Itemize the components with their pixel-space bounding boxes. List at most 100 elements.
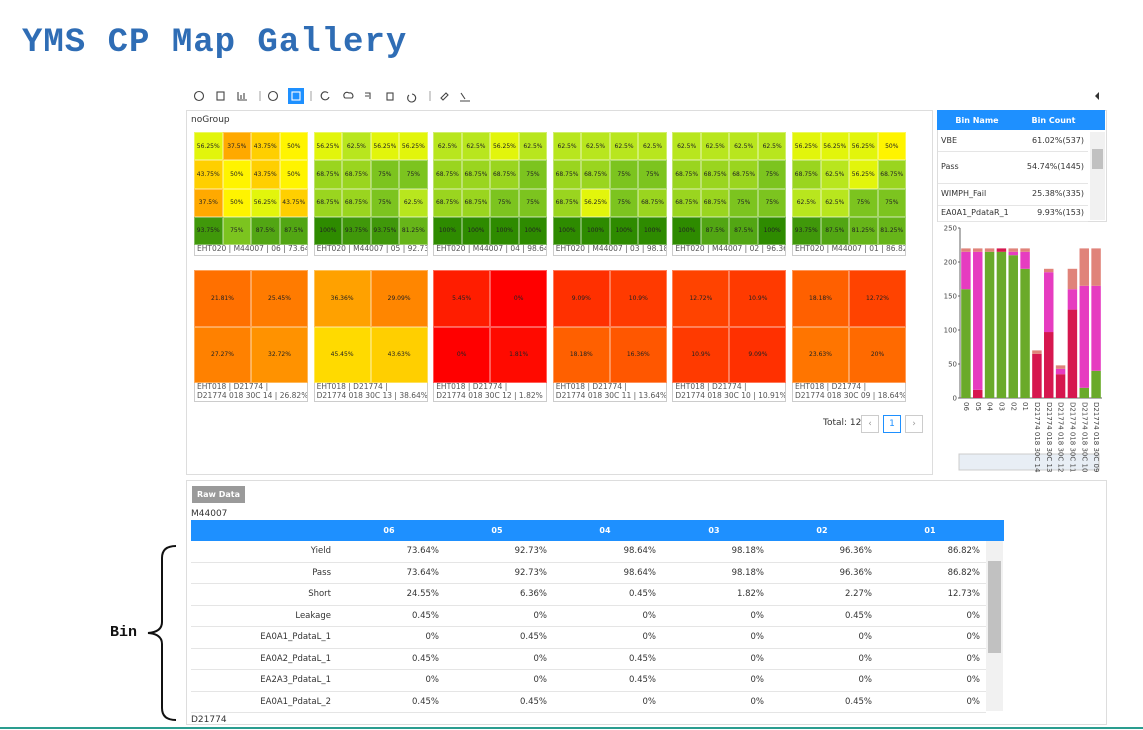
x-tick-label: 04: [986, 402, 994, 411]
caption-line: D21774 018 30C 09 | 18.64%: [795, 390, 906, 400]
bar-segment: [1067, 268, 1078, 290]
bar-segment: [1067, 289, 1078, 310]
map-cell: 68.75%: [672, 188, 701, 217]
map-cell: 75%: [370, 188, 400, 217]
caption-line: EHT020 | M44007 | 05 | 92.73%: [316, 245, 428, 253]
caption-line: D21774 018 30C 11 | 13.64%: [555, 390, 667, 400]
map-cell: 62.5%: [729, 132, 758, 161]
map-cell: 100%: [461, 216, 491, 245]
map-cell: 62.5%: [461, 132, 491, 161]
map-cell: 68.75%: [342, 188, 371, 217]
row-label: Leakage: [295, 610, 331, 621]
table-cell: [938, 184, 1088, 206]
y-tick-label: 200: [944, 259, 957, 267]
map-cell: 56.25%: [490, 132, 519, 161]
map-cell: 43.63%: [370, 326, 428, 383]
map-cell: 9.09%: [729, 326, 787, 383]
bar-segment: [961, 289, 971, 398]
page-button[interactable]: 1: [883, 415, 901, 433]
map-cell: 75%: [729, 188, 758, 217]
bar-segment: [1008, 251, 1018, 256]
x-tick-label: D21774 018 30C 10: [1080, 402, 1088, 472]
map-cell: 87.5%: [820, 216, 849, 245]
table-cell: 0%: [858, 675, 873, 685]
table-cell: 61.02%(537): [1031, 136, 1084, 145]
zoom-slider[interactable]: [958, 453, 1100, 471]
map-caption: EHT020 | M44007 | 06 | 73.64%: [194, 245, 308, 256]
table-cell: 73.64%: [406, 546, 439, 556]
map-cell: 10.9%: [609, 270, 667, 327]
column-header: 06: [383, 526, 395, 535]
table-cell: 92.73%: [514, 567, 547, 578]
table-cell: 0%: [533, 653, 548, 664]
table-row: [191, 541, 986, 563]
map-cell: 62.5%: [433, 132, 462, 161]
row-label: EA0A1_PdataL_2: [260, 696, 331, 707]
map-cell: 68.75%: [313, 160, 343, 189]
prev-page[interactable]: ‹: [861, 415, 879, 433]
caption-line: EHT018 | D21774 |: [555, 383, 627, 391]
map-cell: 62.5%: [518, 132, 548, 161]
map-caption: EHT020 | M44007 | 02 | 96.36%: [672, 245, 787, 256]
annotation-label: Bin: [110, 624, 138, 641]
table-cell: 98.64%: [623, 546, 656, 556]
map-cell: 81.25%: [877, 216, 906, 245]
table-cell: 25.38%(335): [1031, 189, 1084, 198]
map-cell: 32.72%: [251, 326, 308, 383]
table-cell: 96.36%: [839, 546, 872, 556]
map-cell: 62.5%: [820, 188, 849, 217]
map-cell: 68.75%: [490, 160, 519, 189]
map-cell: 93.75%: [792, 216, 821, 245]
caption-line: EHT018 | D21774 |: [795, 383, 867, 391]
map-cell: 56.25%: [820, 132, 849, 161]
map-cell: 75%: [222, 216, 251, 245]
next-page[interactable]: ›: [905, 415, 923, 433]
caption-line: EHT020 | M44007 | 02 | 96.36%: [675, 245, 787, 253]
table-row: [191, 627, 986, 649]
map-cell: 75%: [609, 188, 639, 217]
map-cell: 21.81%: [194, 270, 251, 327]
column-header: 02: [816, 526, 828, 535]
map-cell: 12.72%: [849, 270, 906, 327]
total-count: Total: 12: [823, 418, 862, 428]
map-cell: 27.27%: [194, 326, 251, 383]
bar-segment: [1020, 268, 1030, 398]
bar-segment: [961, 251, 971, 290]
map-cell: 75%: [518, 188, 548, 217]
collapse-arrow[interactable]: [1093, 91, 1101, 101]
map-cell: 23.63%: [792, 326, 849, 383]
map-cell: 62.5%: [609, 132, 639, 161]
map-cell: 100%: [581, 216, 610, 245]
caption-line: EHT018 | D21774 |: [316, 383, 388, 391]
map-caption: EHT020 | M44007 | 03 | 98.18%: [552, 245, 667, 256]
bar-segment: [1091, 248, 1101, 286]
map-caption: EHT018 | D21774 | D21774 018 30C 10 | 10.…: [672, 383, 787, 402]
table-cell: [938, 206, 1088, 222]
map-cell: 81.25%: [849, 216, 878, 245]
column-header: 03: [708, 526, 720, 535]
table-cell: EA0A1_PdataR_1: [941, 208, 1009, 217]
map-cell: 5.45%: [433, 270, 491, 327]
raw-data-button[interactable]: Raw Data: [192, 486, 245, 503]
table-cell: 0%: [966, 610, 981, 621]
bar-segment: [1079, 285, 1089, 388]
bar-segment: [1020, 248, 1030, 252]
caption-line: D21774 018 30C 12 | 1.82%: [436, 390, 543, 400]
map-cell: 0%: [433, 326, 491, 383]
map-cell: 29.09%: [370, 270, 428, 327]
table-cell: 98.18%: [731, 546, 764, 556]
map-cell: 43.75%: [251, 160, 280, 189]
map-cell: 36.36%: [313, 270, 371, 327]
map-cell: 68.75%: [729, 160, 758, 189]
map-cell: 75%: [638, 160, 667, 189]
x-tick-label: 06: [962, 402, 970, 411]
map-cell: 50%: [279, 132, 308, 161]
map-cell: 68.75%: [552, 160, 582, 189]
annotation-brace: [147, 545, 177, 721]
map-cell: 75%: [399, 160, 428, 189]
table-row: [191, 563, 986, 584]
column-header: 04: [599, 526, 611, 535]
map-cell: 56.25%: [313, 132, 343, 161]
section-label: M44007: [191, 509, 228, 519]
caption-line: D21774 018 30C 13 | 38.64%: [316, 390, 428, 400]
